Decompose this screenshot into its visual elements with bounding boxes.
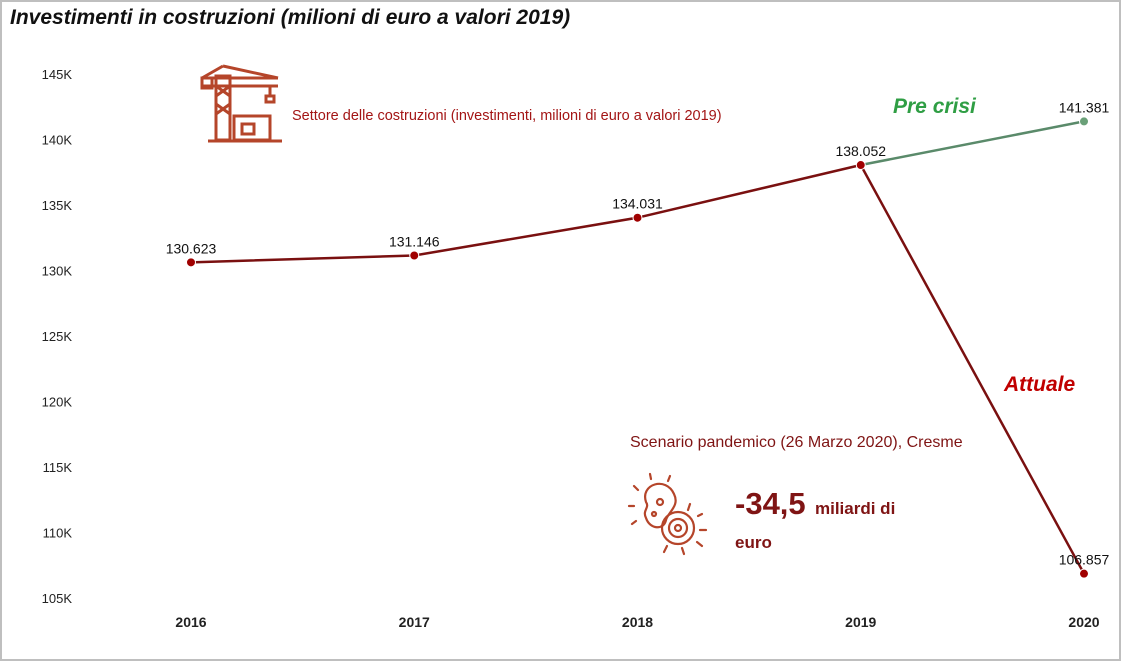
series-line-pre-crisi: [860, 120, 1085, 167]
y-tick-label: 145K: [42, 67, 73, 82]
x-tick-label: 2019: [845, 614, 876, 630]
y-tick-label: 130K: [42, 264, 73, 279]
x-tick-label: 2020: [1068, 614, 1099, 630]
annotation-pre-crisi: Pre crisi: [893, 95, 976, 118]
impact-unit: miliardi di: [815, 499, 896, 518]
y-tick-label: 135K: [42, 198, 73, 213]
y-tick-label: 120K: [42, 395, 73, 410]
data-point: [855, 160, 866, 171]
scenario-label: Scenario pandemico (26 Marzo 2020), Cres…: [630, 434, 963, 451]
impact-value: -34,5: [735, 486, 806, 521]
y-tick-label: 105K: [42, 591, 73, 606]
data-label: 130.623: [166, 240, 217, 256]
data-point: [186, 257, 196, 268]
data-point: [632, 212, 643, 223]
x-tick-label: 2016: [175, 614, 206, 630]
data-label: 141.381: [1059, 99, 1110, 115]
chart-title: Investimenti in costruzioni (milioni di …: [10, 6, 571, 29]
impact-unit-line2: euro: [735, 533, 772, 552]
y-tick-label: 110K: [43, 526, 73, 541]
x-tick-label: 2017: [399, 614, 430, 630]
data-point: [409, 250, 420, 261]
y-tick-label: 115K: [43, 460, 73, 475]
data-label: 138.052: [835, 143, 886, 159]
virus-icon: [627, 472, 708, 556]
data-point: [1079, 116, 1089, 127]
sector-label: Settore delle costruzioni (investimenti,…: [292, 108, 722, 124]
data-label: 131.146: [389, 233, 440, 249]
y-tick-label: 125K: [42, 329, 73, 344]
data-label: 106.857: [1059, 552, 1110, 568]
annotation-attuale: Attuale: [1004, 373, 1076, 396]
data-point: [1079, 568, 1089, 579]
x-tick-label: 2018: [622, 614, 653, 630]
data-label: 134.031: [612, 196, 663, 212]
crane-building-icon: [200, 64, 282, 143]
y-tick-label: 140K: [42, 133, 73, 148]
